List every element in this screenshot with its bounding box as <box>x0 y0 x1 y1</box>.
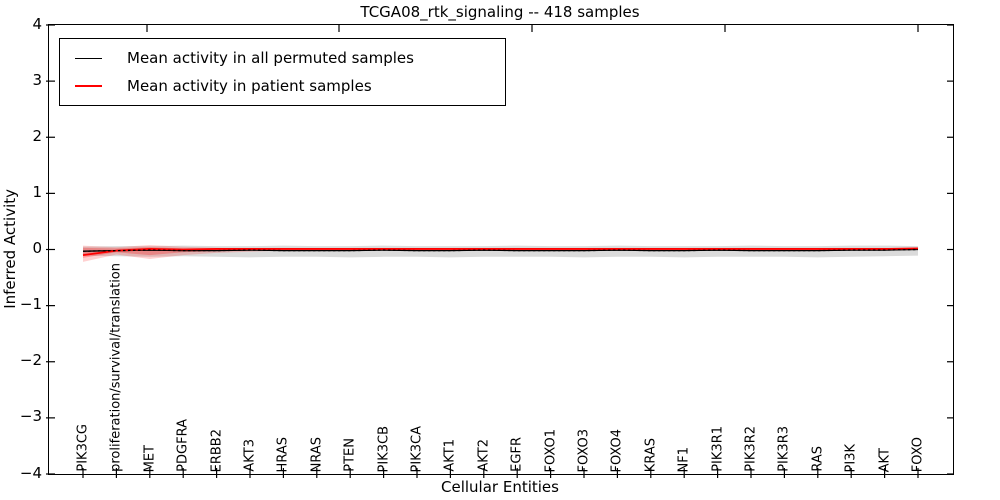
x-tick-label: FOXO4 <box>609 428 625 472</box>
y-tick-label: −1 <box>19 295 42 314</box>
y-tick-label: 4 <box>32 14 42 33</box>
x-tick-label: AKT3 <box>242 439 258 472</box>
legend-entry-permuted: Mean activity in all permuted samples <box>60 44 505 72</box>
x-tick-label: PIK3CB <box>376 425 392 472</box>
x-tick-label: PTEN <box>342 438 358 472</box>
y-tick-label: −4 <box>19 463 42 482</box>
x-tick-label: PIK3R3 <box>776 426 792 472</box>
x-tick-label: FOXO <box>910 436 926 472</box>
x-tick-label: AKT2 <box>476 439 492 472</box>
x-tick-label: AKT1 <box>442 439 458 472</box>
y-tick-label: −2 <box>19 351 42 370</box>
y-tick-label: 0 <box>32 239 42 257</box>
x-axis-label: Cellular Entities <box>441 478 559 496</box>
x-tick-label: ERBB2 <box>209 428 225 472</box>
x-tick-label: PDGFRA <box>175 419 191 472</box>
plot-area: PIK3CG proliferation/survival/translation… <box>46 24 954 478</box>
x-tick-label: NRAS <box>309 436 325 472</box>
chart-title: TCGA08_rtk_signaling -- 418 samples <box>360 3 640 21</box>
legend-line-black-icon <box>75 57 102 59</box>
series-line <box>82 248 919 252</box>
x-tick-label: KRAS <box>643 437 659 472</box>
legend-label-permuted: Mean activity in all permuted samples <box>127 49 414 67</box>
legend-entry-patient: Mean activity in patient samples <box>60 72 505 100</box>
y-tick-label: 2 <box>32 126 42 145</box>
legend-label-patient: Mean activity in patient samples <box>127 77 372 95</box>
y-tick-label: 1 <box>32 182 42 201</box>
x-tick-label: MET <box>142 444 158 472</box>
series-line <box>82 247 919 257</box>
legend-line-red-icon <box>75 85 102 87</box>
x-tick-label: EGFR <box>509 437 525 472</box>
x-tick-label: PI3K <box>843 443 859 472</box>
x-tick-label: AKT <box>877 447 893 472</box>
chart-canvas <box>46 24 953 478</box>
x-tick-label: PIK3R1 <box>710 426 726 472</box>
y-tick-label: −3 <box>19 407 42 426</box>
x-tick-label: FOXO3 <box>576 428 592 472</box>
x-tick-label: RAS <box>810 446 826 472</box>
x-tick-label: PIK3CA <box>409 425 425 472</box>
x-tick-label: NF1 <box>676 446 692 472</box>
legend: Mean activity in all permuted samples Me… <box>59 38 506 106</box>
x-tick-label: PIK3CG <box>75 424 91 472</box>
x-tick-label: FOXO1 <box>543 428 559 472</box>
x-tick-label: HRAS <box>275 436 291 472</box>
x-tick-label: proliferation/survival/translation <box>108 263 124 472</box>
x-tick-label: PIK3R2 <box>743 426 759 472</box>
y-tick-label: 3 <box>32 70 42 89</box>
